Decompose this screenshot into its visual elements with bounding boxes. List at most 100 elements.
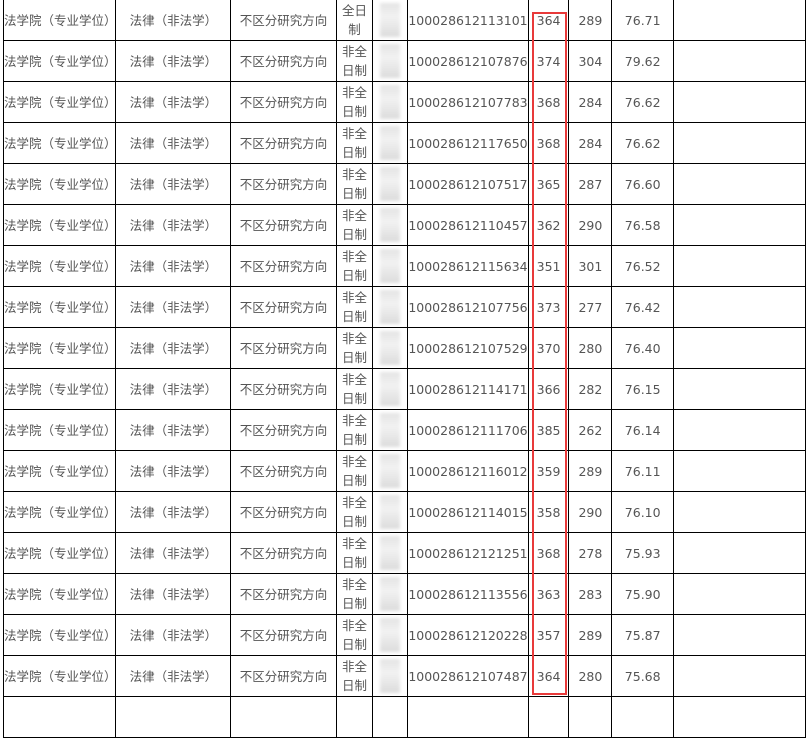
college-cell: 法学院（专业学位）	[2, 163, 117, 205]
study-mode-cell: 非全日制	[335, 614, 374, 656]
prelim-score-cell: 368	[527, 532, 570, 574]
empty-cell	[673, 532, 806, 574]
direction-cell: 不区分研究方向	[230, 40, 337, 82]
table-row: 法学院（专业学位） 法律（非法学） 不区分研究方向 非全日制 1000286121077…	[2, 81, 806, 123]
college-cell: 法学院（专业学位）	[2, 122, 117, 164]
prelim-score-cell: 364	[527, 655, 570, 697]
candidate-id-cell: 100028612113101	[407, 0, 529, 41]
total-score-cell: 76.11	[611, 450, 675, 492]
prelim-score-cell: 351	[527, 245, 570, 287]
total-score-cell: 76.60	[611, 163, 675, 205]
study-mode-cell: 非全日制	[335, 450, 374, 492]
college-cell: 法学院（专业学位）	[2, 450, 117, 492]
table-row: 法学院（专业学位） 法律（非法学） 不区分研究方向 非全日制 1000286121078…	[2, 40, 806, 82]
table-row: 法学院（专业学位） 法律（非法学） 不区分研究方向 非全日制 1000286121140…	[2, 491, 806, 533]
prelim-score-cell: 374	[527, 40, 570, 82]
name-cell-blurred	[372, 573, 409, 615]
total-score-cell: 76.10	[611, 491, 675, 533]
blurred-name	[380, 126, 401, 160]
candidate-id-cell: 100028612113556	[407, 573, 529, 615]
blurred-name	[380, 372, 401, 406]
blurred-name	[380, 85, 401, 119]
prelim-score-cell: 366	[527, 368, 570, 410]
major-cell: 法律（非法学）	[115, 409, 232, 451]
direction-cell: 不区分研究方向	[230, 573, 337, 615]
college-cell: 法学院（专业学位）	[2, 40, 117, 82]
study-mode-cell: 非全日制	[335, 286, 374, 328]
study-mode-cell: 非全日制	[335, 122, 374, 164]
blurred-name	[380, 659, 401, 693]
second-score-cell: 282	[568, 368, 613, 410]
table-row: 法学院（专业学位） 法律（非法学） 不区分研究方向 非全日制 1000286121075…	[2, 327, 806, 369]
direction-cell: 不区分研究方向	[230, 245, 337, 287]
blurred-name	[380, 495, 401, 529]
major-cell: 法律（非法学）	[115, 368, 232, 410]
candidate-id-cell: 100028612107517	[407, 163, 529, 205]
direction-cell: 不区分研究方向	[230, 0, 337, 41]
major-cell: 法律（非法学）	[115, 122, 232, 164]
table-row: 法学院（专业学位） 法律（非法学） 不区分研究方向 非全日制 1000286121104…	[2, 204, 806, 246]
direction-cell: 不区分研究方向	[230, 327, 337, 369]
direction-cell: 不区分研究方向	[230, 491, 337, 533]
name-cell-blurred	[372, 491, 409, 533]
second-score-cell: 262	[568, 409, 613, 451]
second-score-cell: 289	[568, 0, 613, 41]
total-score-cell: 79.62	[611, 40, 675, 82]
second-score-cell: 289	[568, 450, 613, 492]
table-row: 法学院（专业学位） 法律（非法学） 不区分研究方向 非全日制 1000286121176…	[2, 122, 806, 164]
empty-cell	[673, 245, 806, 287]
total-score-cell: 76.14	[611, 409, 675, 451]
study-mode-cell: 非全日制	[335, 655, 374, 697]
name-cell-blurred	[372, 655, 409, 697]
direction-cell: 不区分研究方向	[230, 409, 337, 451]
prelim-score-cell: 359	[527, 450, 570, 492]
direction-cell: 不区分研究方向	[230, 450, 337, 492]
empty-cell	[673, 81, 806, 123]
empty-cell	[673, 491, 806, 533]
total-score-cell: 76.71	[611, 0, 675, 41]
major-cell: 法律（非法学）	[115, 327, 232, 369]
college-cell: 法学院（专业学位）	[2, 532, 117, 574]
empty-cell	[673, 573, 806, 615]
direction-cell: 不区分研究方向	[230, 655, 337, 697]
major-cell: 法律（非法学）	[115, 40, 232, 82]
study-mode-cell: 非全日制	[335, 327, 374, 369]
table-row: 法学院（专业学位） 法律（非法学） 不区分研究方向 非全日制 1000286121077…	[2, 286, 806, 328]
candidate-id-cell: 100028612107529	[407, 327, 529, 369]
name-cell-blurred	[372, 163, 409, 205]
total-score-cell: 75.90	[611, 573, 675, 615]
blurred-name	[380, 44, 401, 78]
empty-cell	[673, 368, 806, 410]
blurred-name	[380, 290, 401, 324]
blurred-name	[380, 413, 401, 447]
study-mode-cell: 非全日制	[335, 409, 374, 451]
direction-cell: 不区分研究方向	[230, 286, 337, 328]
major-cell: 法律（非法学）	[115, 204, 232, 246]
study-mode-cell: 非全日制	[335, 245, 374, 287]
prelim-score-cell: 373	[527, 286, 570, 328]
name-cell-blurred	[372, 204, 409, 246]
second-score-cell: 280	[568, 327, 613, 369]
candidate-id-cell: 100028612117650	[407, 122, 529, 164]
candidate-id-cell: 100028612114171	[407, 368, 529, 410]
blurred-name	[380, 454, 401, 488]
direction-cell: 不区分研究方向	[230, 204, 337, 246]
prelim-score-cell: 368	[527, 122, 570, 164]
second-score-cell: 289	[568, 614, 613, 656]
second-score-cell: 290	[568, 204, 613, 246]
college-cell: 法学院（专业学位）	[2, 491, 117, 533]
name-cell-blurred	[372, 40, 409, 82]
second-score-cell: 277	[568, 286, 613, 328]
study-mode-cell: 非全日制	[335, 81, 374, 123]
candidate-id-cell: 100028612107756	[407, 286, 529, 328]
prelim-score-cell: 358	[527, 491, 570, 533]
empty-cell	[673, 655, 806, 697]
major-cell: 法律（非法学）	[115, 614, 232, 656]
major-cell: 法律（非法学）	[115, 163, 232, 205]
table-row: 法学院（专业学位） 法律（非法学） 不区分研究方向 非全日制 1000286121202…	[2, 614, 806, 656]
blurred-name	[380, 536, 401, 570]
empty-cell	[673, 450, 806, 492]
name-cell-blurred	[372, 614, 409, 656]
prelim-score-cell: 385	[527, 409, 570, 451]
